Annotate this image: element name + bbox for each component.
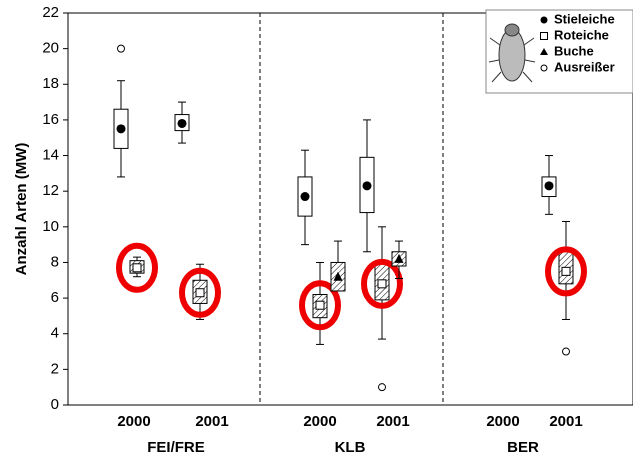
legend-label: Roteiche — [554, 27, 609, 42]
legend-marker — [540, 64, 548, 72]
mean-marker — [132, 263, 142, 273]
legend-label: Ausreißer — [554, 59, 615, 74]
highlight-circle — [299, 280, 341, 331]
x-tick-label: 2001 — [195, 413, 228, 430]
y-tick-label: 20 — [42, 40, 59, 57]
mean-marker — [116, 124, 126, 134]
x-tick-label: 2000 — [117, 413, 150, 430]
plot-frame — [67, 12, 633, 406]
y-tick-label: 8 — [51, 253, 59, 270]
mean-marker — [300, 192, 310, 202]
mean-marker — [362, 181, 372, 191]
mean-marker — [333, 271, 343, 281]
group-label: FEI/FRE — [147, 439, 205, 456]
x-tick-label: 2000 — [486, 413, 519, 430]
legend-marker — [540, 48, 548, 55]
outlier — [117, 44, 125, 53]
y-tick-label: 6 — [51, 289, 59, 306]
y-tick-label: 14 — [42, 147, 59, 164]
mean-marker — [544, 181, 554, 191]
legend-label: Stieleiche — [554, 11, 615, 26]
x-tick-label: 2001 — [376, 413, 409, 430]
mean-marker — [394, 253, 404, 263]
x-tick-label: 2000 — [303, 413, 336, 430]
y-tick-label: 10 — [42, 218, 59, 235]
legend-label: Buche — [554, 43, 594, 58]
legend-marker — [540, 32, 548, 40]
mean-marker — [177, 118, 187, 128]
y-tick-label: 22 — [42, 4, 59, 21]
group-label: KLB — [335, 439, 366, 456]
y-tick-label: 16 — [42, 111, 59, 128]
outlier — [378, 383, 386, 392]
y-axis-label: Anzahl Arten (MW) — [13, 143, 30, 276]
group-label: BER — [507, 439, 539, 456]
highlight-circle — [179, 267, 221, 318]
outlier — [562, 347, 570, 356]
y-tick-label: 0 — [51, 396, 59, 413]
highlight-circle — [361, 258, 403, 309]
y-tick-label: 18 — [42, 75, 59, 92]
mean-marker — [377, 279, 387, 289]
legend-marker — [540, 16, 548, 24]
y-tick-label: 12 — [42, 182, 59, 199]
beetle-icon — [488, 23, 536, 83]
highlight-circle — [116, 242, 158, 293]
legend — [485, 9, 633, 94]
y-tick-label: 4 — [51, 325, 59, 342]
mean-marker — [315, 300, 325, 310]
x-tick-label: 2001 — [549, 413, 582, 430]
mean-marker — [561, 266, 571, 276]
mean-marker — [195, 288, 205, 298]
highlight-circle — [545, 246, 587, 297]
y-tick-label: 2 — [51, 360, 59, 377]
